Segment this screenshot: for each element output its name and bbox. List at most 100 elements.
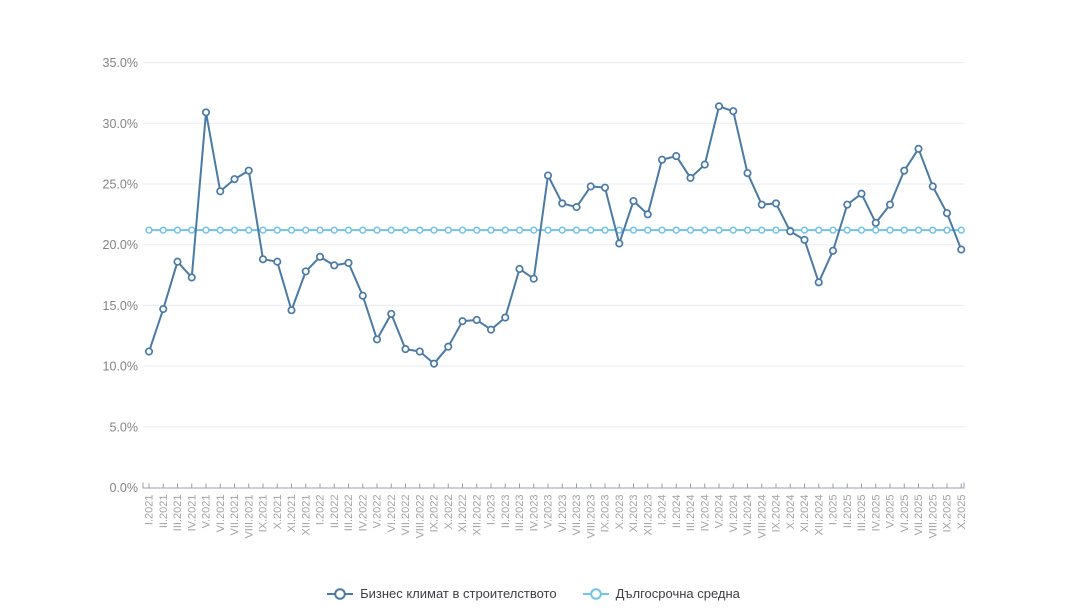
x-axis-tick-label: VI.2024	[728, 495, 740, 533]
average-point-marker	[815, 226, 823, 234]
data-point-marker	[914, 144, 923, 153]
data-point-marker	[216, 187, 225, 196]
data-point-marker	[258, 255, 268, 264]
average-point-marker	[857, 226, 866, 234]
y-axis-labels: 0.0% 5.0% 10.0% 15.0% 20.0% 25.0% 30.0% 35.0%	[103, 56, 138, 495]
data-point-marker	[230, 175, 239, 184]
average-point-marker	[230, 226, 239, 234]
average-point-marker	[344, 226, 353, 234]
average-point-marker	[772, 226, 780, 234]
x-axis-tick-label: X.2025	[956, 495, 968, 530]
data-point-marker	[900, 166, 909, 175]
average-point-marker	[544, 226, 552, 234]
x-axis-tick-label: VIII.2023	[585, 495, 597, 539]
x-axis-tick-label: X.2023	[614, 495, 626, 530]
average-point-marker	[800, 226, 809, 234]
x-axis-tick-label: XI.2022	[457, 495, 469, 533]
x-axis-tick-label: XII.2021	[300, 495, 312, 536]
x-axis-tick-label: VII.2022	[400, 495, 412, 536]
average-point-marker	[444, 226, 452, 234]
data-point-marker	[928, 182, 937, 191]
x-axis-tick-label: IV.2022	[357, 495, 369, 532]
x-axis-tick-label: II.2024	[671, 495, 683, 529]
x-axis-tick-label: I.2022	[315, 495, 327, 526]
x-axis	[142, 482, 965, 489]
average-point-marker	[145, 226, 153, 234]
average-point-marker	[715, 226, 723, 234]
x-axis-tick-label: II.2021	[158, 495, 170, 529]
x-axis-tick-label: XI.2023	[628, 495, 640, 533]
average-point-marker	[373, 226, 381, 234]
data-point-marker	[786, 227, 795, 236]
data-point-marker	[957, 245, 966, 254]
legend-marker-long-term-average-icon	[582, 587, 609, 600]
legend-item-business-climate[interactable]: Бизнес климат в строителството	[327, 586, 557, 601]
data-point-marker	[244, 166, 253, 175]
average-point-marker	[259, 226, 267, 234]
average-point-marker	[202, 226, 210, 234]
average-point-marker	[530, 226, 538, 234]
data-point-marker	[144, 347, 154, 356]
average-point-marker	[188, 226, 196, 234]
x-axis-tick-label: VII.2023	[571, 495, 583, 536]
data-point-marker	[444, 342, 453, 351]
average-point-marker	[173, 226, 182, 234]
data-point-marker	[942, 209, 952, 218]
x-axis-tick-label: VI.2022	[386, 495, 398, 533]
average-point-marker	[572, 226, 581, 234]
data-point-marker	[287, 306, 296, 315]
data-point-marker	[187, 273, 196, 282]
x-axis-tick-label: X.2024	[785, 495, 797, 530]
x-axis-tick-label: I.2025	[828, 495, 840, 526]
average-point-marker	[430, 226, 438, 234]
x-axis-tick-label: XI.2024	[799, 495, 811, 533]
x-axis-tick-label: XII.2023	[642, 495, 654, 536]
data-point-marker	[372, 335, 382, 344]
average-point-marker	[359, 226, 367, 234]
y-axis-tick-label: 0.0%	[110, 481, 139, 495]
x-axis-tick-label: XI.2021	[286, 495, 298, 533]
x-axis-tick-label: II.2025	[842, 495, 854, 529]
x-axis-tick-label: VI.2025	[899, 495, 911, 533]
data-point-marker	[714, 102, 724, 111]
x-axis-tick-label: III.2025	[856, 495, 868, 532]
data-point-marker	[586, 182, 595, 191]
data-point-marker	[515, 264, 524, 274]
average-point-marker	[587, 226, 595, 234]
average-point-marker	[487, 226, 495, 234]
average-point-marker	[458, 226, 467, 234]
data-point-marker	[458, 317, 467, 326]
data-point-marker	[700, 160, 709, 169]
y-axis-tick-label: 30.0%	[103, 117, 138, 131]
x-axis-tick-label: IV.2021	[186, 495, 198, 532]
data-point-marker	[173, 257, 182, 266]
data-point-marker	[572, 203, 581, 212]
data-point-marker	[657, 155, 667, 164]
x-axis-tick-label: III.2024	[685, 495, 697, 532]
x-axis-tick-label: VI.2023	[557, 495, 569, 533]
data-point-marker	[358, 291, 367, 300]
y-gridlines	[142, 62, 965, 428]
x-axis-tick-label: VII.2025	[913, 495, 925, 536]
x-axis-tick-label: VIII.2024	[756, 495, 768, 539]
series-long-term-average	[145, 226, 965, 234]
x-axis-tick-label: I.2021	[144, 495, 156, 526]
data-point-marker	[415, 347, 424, 356]
average-point-marker	[416, 226, 424, 234]
average-point-marker	[644, 226, 652, 234]
data-point-marker	[301, 267, 310, 276]
average-point-marker	[743, 226, 752, 234]
x-axis-tick-label: IX.2023	[600, 495, 612, 533]
x-axis-tick-label: II.2022	[329, 495, 341, 529]
average-point-marker	[729, 226, 737, 234]
data-point-marker	[600, 183, 610, 192]
data-point-marker	[501, 313, 510, 322]
x-axis-tick-label: I.2023	[486, 495, 498, 526]
average-point-marker	[686, 226, 695, 234]
data-point-marker	[729, 107, 738, 116]
average-point-marker	[216, 226, 224, 234]
data-point-marker	[843, 200, 852, 209]
x-axis-tick-label: II.2023	[500, 495, 512, 529]
legend-item-long-term-average[interactable]: Дългосрочна средна	[582, 586, 740, 601]
data-point-marker	[629, 196, 638, 206]
